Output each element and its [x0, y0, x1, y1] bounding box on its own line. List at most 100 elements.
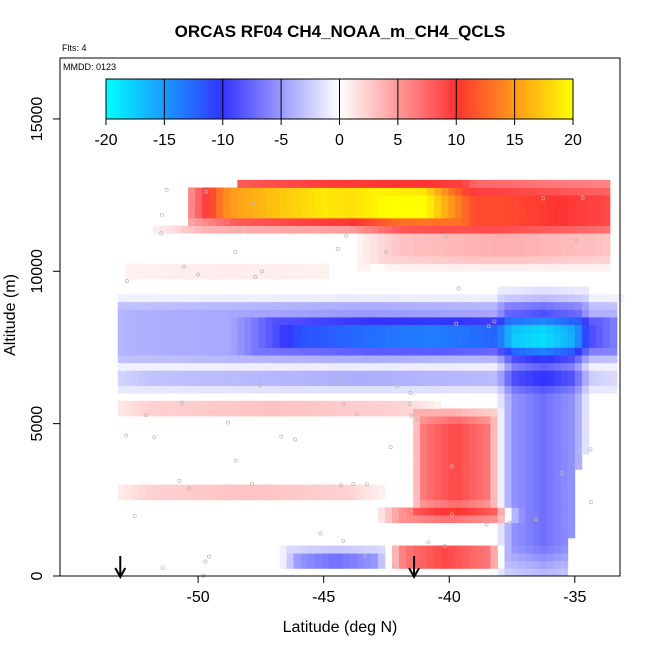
heatmap-cell: [581, 339, 590, 348]
heatmap-cell: [420, 324, 428, 333]
track-point: [293, 437, 297, 442]
heatmap-cell: [321, 301, 330, 310]
heatmap-cell: [497, 347, 505, 356]
heatmap-cell: [574, 355, 583, 364]
heatmap-cell: [237, 301, 245, 310]
heatmap-cell: [525, 446, 534, 455]
heatmap-cell: [497, 248, 505, 257]
heatmap-cell: [434, 507, 442, 516]
heatmap-cell: [195, 408, 203, 417]
heatmap-cell: [413, 377, 421, 386]
heatmap-cell: [518, 461, 526, 470]
heatmap-cell: [413, 233, 421, 242]
heatmap-cell: [286, 263, 294, 272]
heatmap-cell: [574, 446, 583, 455]
heatmap-cell: [518, 393, 526, 402]
heatmap-cell: [567, 233, 576, 242]
heatmap-cell: [448, 370, 456, 379]
heatmap-cell: [328, 362, 337, 371]
heatmap-cell: [124, 294, 133, 303]
heatmap-cell: [174, 347, 182, 356]
heatmap-cell: [138, 400, 147, 409]
heatmap-cell: [370, 370, 379, 379]
heatmap-cell: [588, 317, 597, 326]
heatmap-cell: [483, 256, 491, 265]
heatmap-cell: [427, 492, 435, 501]
heatmap-cell: [335, 560, 344, 569]
heatmap-cell: [195, 217, 203, 226]
heatmap-cell: [328, 195, 337, 204]
heatmap-cell: [532, 339, 541, 348]
heatmap-cell: [539, 332, 548, 341]
heatmap-cell: [420, 469, 428, 478]
heatmap-cell: [195, 294, 203, 303]
heatmap-cell: [370, 347, 379, 356]
heatmap-cell: [560, 317, 569, 326]
heatmap-cell: [363, 339, 372, 348]
heatmap-cell: [251, 339, 259, 348]
heatmap-cell: [117, 408, 126, 417]
heatmap-cell: [539, 233, 548, 242]
heatmap-cell: [124, 408, 133, 417]
heatmap-cell: [546, 187, 555, 196]
heatmap-cell: [335, 324, 344, 333]
heatmap-cell: [546, 400, 555, 409]
heatmap-cell: [251, 210, 259, 219]
heatmap-cell: [391, 355, 400, 364]
heatmap-cell: [511, 179, 519, 188]
heatmap-cell: [307, 324, 316, 333]
heatmap-cell: [258, 332, 266, 341]
heatmap-cell: [124, 385, 133, 394]
heatmap-cell: [525, 499, 534, 508]
heatmap-cell: [490, 256, 498, 265]
heatmap-cell: [581, 377, 590, 386]
heatmap-cell: [166, 355, 175, 364]
heatmap-cell: [265, 294, 273, 303]
heatmap-cell: [131, 400, 140, 409]
heatmap-cell: [476, 476, 484, 485]
heatmap-cell: [384, 179, 393, 188]
heatmap-cell: [124, 263, 133, 272]
heatmap-cell: [441, 347, 449, 356]
heatmap-cell: [258, 492, 266, 501]
heatmap-cell: [553, 446, 562, 455]
heatmap-cell: [342, 370, 351, 379]
heatmap-cell: [609, 301, 618, 310]
heatmap-cell: [265, 324, 273, 333]
heatmap-cell: [539, 347, 548, 356]
x-tick-label: -40: [438, 589, 461, 606]
heatmap-cell: [356, 377, 365, 386]
heatmap-cell: [307, 355, 316, 364]
heatmap-cell: [525, 195, 534, 204]
heatmap-cell: [209, 332, 217, 341]
heatmap-cell: [399, 309, 407, 318]
heatmap-cell: [546, 476, 555, 485]
heatmap-cell: [511, 530, 519, 539]
heatmap-cell: [279, 309, 287, 318]
heatmap-cell: [391, 370, 400, 379]
heatmap-cell: [223, 400, 231, 409]
heatmap-cell: [546, 446, 555, 455]
heatmap-cell: [335, 545, 344, 554]
heatmap-cell: [307, 187, 316, 196]
heatmap-cell: [553, 537, 562, 546]
heatmap-cell: [265, 210, 273, 219]
heatmap-cell: [356, 339, 365, 348]
heatmap-cell: [152, 370, 161, 379]
heatmap-cell: [455, 179, 463, 188]
heatmap-cell: [532, 416, 541, 425]
heatmap-cell: [511, 499, 519, 508]
heatmap-cell: [328, 309, 337, 318]
heatmap-cell: [511, 233, 519, 242]
track-point: [364, 482, 369, 487]
track-point: [237, 229, 242, 234]
heatmap-cell: [188, 347, 196, 356]
heatmap-cell: [532, 446, 541, 455]
heatmap-cell: [202, 324, 210, 333]
heatmap-cell: [370, 355, 379, 364]
heatmap-cell: [581, 393, 590, 402]
heatmap-cell: [307, 370, 316, 379]
heatmap-cell: [370, 256, 379, 265]
heatmap-cell: [145, 263, 154, 272]
heatmap-cell: [448, 256, 456, 265]
